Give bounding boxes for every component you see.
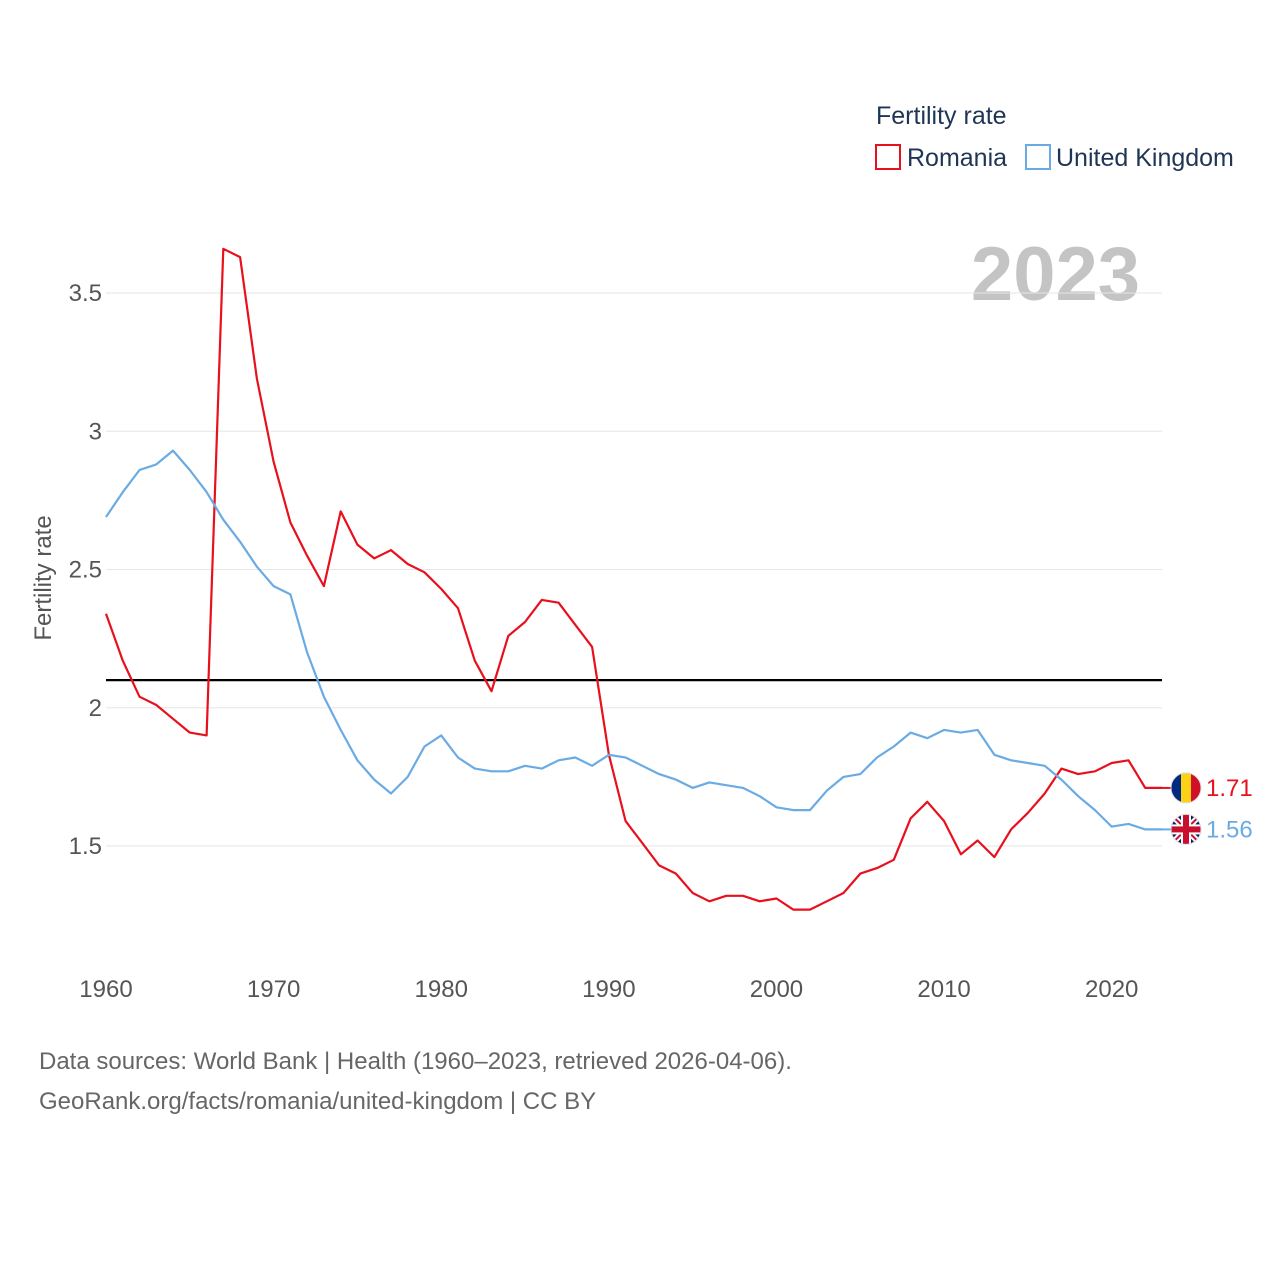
series-line-united-kingdom [105, 449, 1162, 831]
tick-layer: 1.5 2 2.5 3 3.5 1960 1970 1980 1990 2000 2010 2020 [69, 280, 1139, 1003]
legend-title: Fertility rate [876, 102, 1007, 130]
y-tick-label: 3 [89, 418, 102, 445]
y-tick-label: 2 [89, 695, 102, 722]
end-value-united-kingdom: 1.56 [1206, 816, 1253, 843]
legend-label-romania: Romania [907, 144, 1007, 172]
footer: Data sources: World Bank | Health (1960–… [39, 1042, 792, 1122]
x-tick-label: 1960 [79, 976, 132, 1003]
x-tick-label: 1980 [415, 976, 468, 1003]
y-tick-label: 3.5 [69, 280, 102, 307]
y-axis-title: Fertility rate [30, 515, 57, 640]
legend-item-romania[interactable]: Romania [875, 144, 1007, 172]
footer-sources: Data sources: World Bank | Health (1960–… [39, 1048, 792, 1075]
united-kingdom-flag-icon [1170, 813, 1202, 845]
x-tick-label: 2010 [917, 976, 970, 1003]
series-line-romania [104, 247, 1162, 911]
x-tick-label: 2000 [750, 976, 803, 1003]
x-tick-label: 1990 [582, 976, 635, 1003]
romania-flag-icon [1170, 772, 1202, 804]
x-tick-label: 1970 [247, 976, 300, 1003]
y-tick-label: 1.5 [69, 833, 102, 860]
legend-swatch-united-kingdom [1025, 144, 1051, 170]
legend-item-united-kingdom[interactable]: United Kingdom [1025, 144, 1234, 172]
grid-layer [106, 292, 1162, 847]
end-value-romania: 1.71 [1206, 775, 1253, 802]
end-label-layer: 1.71 1.56 [1162, 772, 1253, 845]
legend-swatch-romania [875, 144, 901, 170]
x-tick-label: 2020 [1085, 976, 1138, 1003]
legend-label-united-kingdom: United Kingdom [1056, 144, 1234, 172]
year-watermark: 2023 [971, 232, 1140, 317]
footer-attribution[interactable]: GeoRank.org/facts/romania/united-kingdom… [39, 1088, 597, 1115]
series-layer [104, 247, 1162, 911]
y-tick-label: 2.5 [69, 557, 102, 584]
